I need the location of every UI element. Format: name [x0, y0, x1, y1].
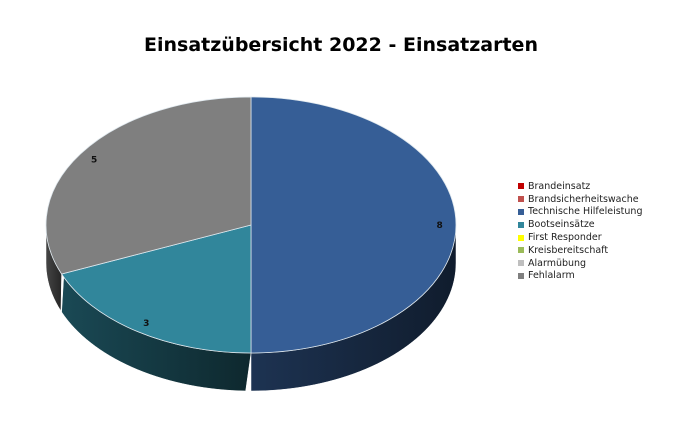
chart-title: Einsatzübersicht 2022 - Einsatzarten [144, 34, 538, 56]
legend-label: Alarmübung [528, 257, 587, 269]
data-label-7: 5 [91, 156, 97, 166]
legend-label: Brandsicherheitswache [528, 193, 639, 205]
pie-slice-7 [45, 96, 252, 275]
legend-item: First Responder [518, 231, 642, 244]
data-label-3: 3 [143, 319, 149, 329]
legend-swatch [518, 183, 524, 190]
legend-item: Bootseinsätze [518, 218, 642, 231]
legend-swatch [518, 196, 524, 203]
legend: Brandeinsatz Brandsicherheitswache Technis… [518, 180, 642, 282]
legend-item: Technische Hilfeleistung [518, 206, 642, 219]
legend-swatch [518, 272, 524, 279]
legend-label: Brandeinsatz [528, 180, 591, 192]
legend-swatch [518, 247, 524, 254]
legend-label: Technische Hilfeleistung [528, 206, 643, 218]
legend-label: Bootseinsätze [528, 219, 595, 231]
legend-item: Kreisbereitschaft [518, 244, 642, 257]
legend-swatch [518, 260, 524, 267]
legend-swatch [518, 208, 524, 215]
pie-slice-2 [250, 96, 457, 354]
legend-label: Kreisbereitschaft [528, 244, 609, 256]
legend-swatch [518, 221, 524, 228]
data-label-2: 8 [436, 221, 442, 231]
legend-item: Alarmübung [518, 257, 642, 270]
legend-item: Brandeinsatz [518, 180, 642, 193]
legend-item: Brandsicherheitswache [518, 193, 642, 206]
legend-item: Fehlalarm [518, 270, 642, 283]
legend-swatch [518, 234, 524, 241]
pie-slice-3 [60, 224, 252, 354]
legend-label: First Responder [528, 232, 602, 244]
legend-label: Fehlalarm [528, 270, 575, 282]
